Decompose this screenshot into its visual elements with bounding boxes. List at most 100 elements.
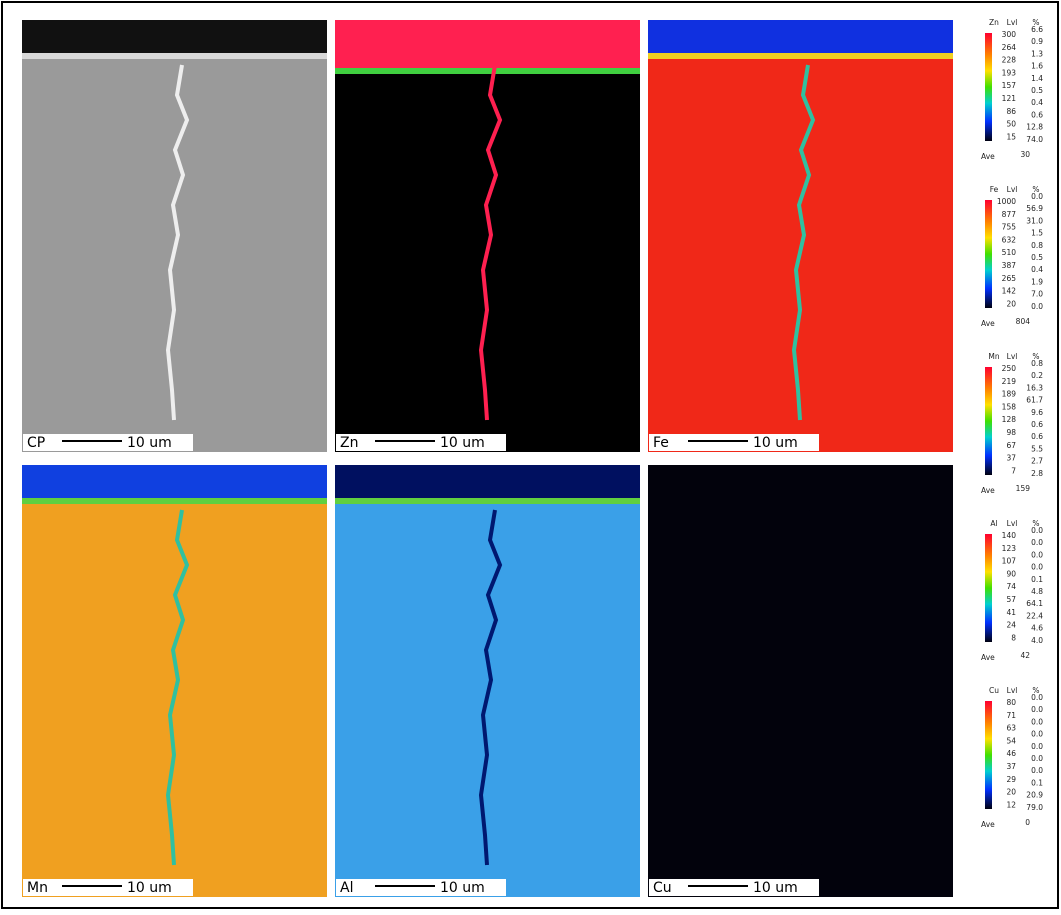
percent-value: 0.4 bbox=[1031, 265, 1043, 274]
percent-value: 0.0 bbox=[1031, 526, 1043, 535]
legend-lvl-header: Lvl bbox=[1007, 686, 1018, 695]
surface-layer bbox=[648, 20, 953, 55]
scale-label: 10 um bbox=[440, 880, 485, 896]
level-value: 128 bbox=[1002, 415, 1017, 424]
scale-label: 10 um bbox=[127, 435, 172, 451]
legend-element: Cu bbox=[989, 686, 999, 695]
legend-pct-header: % bbox=[1032, 185, 1039, 194]
level-value: 265 bbox=[1002, 274, 1017, 283]
legend-element: Mn bbox=[988, 352, 999, 361]
ave-label: Ave bbox=[981, 486, 995, 495]
surface-layer bbox=[648, 465, 953, 500]
ave-value: 0 bbox=[1025, 818, 1030, 827]
ave-value: 804 bbox=[1016, 317, 1031, 326]
crack bbox=[165, 64, 190, 421]
percent-value: 0.4 bbox=[1031, 98, 1043, 107]
level-value: 193 bbox=[1002, 68, 1017, 77]
percent-value: 2.8 bbox=[1031, 469, 1043, 478]
crack bbox=[791, 509, 816, 866]
map-image bbox=[335, 465, 640, 897]
percent-value: 0.8 bbox=[1031, 359, 1043, 368]
level-value: 121 bbox=[1002, 94, 1017, 103]
percent-value: 0.8 bbox=[1031, 241, 1043, 250]
crack bbox=[478, 509, 503, 866]
label-box bbox=[649, 434, 819, 451]
percent-value: 0.0 bbox=[1031, 302, 1043, 311]
ave-value: 30 bbox=[1020, 150, 1030, 159]
surface-layer bbox=[335, 20, 640, 70]
percent-value: 1.6 bbox=[1031, 62, 1043, 71]
level-value: 74 bbox=[1006, 582, 1016, 591]
percent-value: 79.0 bbox=[1026, 803, 1043, 812]
level-value: 50 bbox=[1006, 120, 1016, 129]
percent-value: 0.1 bbox=[1031, 575, 1043, 584]
level-value: 20 bbox=[1006, 788, 1016, 797]
percent-value: 1.9 bbox=[1031, 277, 1043, 286]
percent-value: 1.4 bbox=[1031, 74, 1043, 83]
percent-value: 0.6 bbox=[1031, 110, 1043, 119]
level-value: 158 bbox=[1002, 402, 1017, 411]
percent-value: 0.6 bbox=[1031, 432, 1043, 441]
color-scale bbox=[985, 200, 992, 308]
level-value: 1000 bbox=[997, 197, 1016, 206]
scale-label: 10 um bbox=[753, 880, 798, 896]
percent-value: 4.6 bbox=[1031, 624, 1043, 633]
crack bbox=[478, 64, 503, 421]
panel-label: Fe bbox=[653, 435, 669, 451]
level-value: 123 bbox=[1002, 544, 1017, 553]
legend-lvl-header: Lvl bbox=[1007, 352, 1018, 361]
level-value: 98 bbox=[1006, 428, 1016, 437]
interface-band bbox=[648, 498, 953, 504]
scale-label: 10 um bbox=[753, 435, 798, 451]
interface-band bbox=[22, 498, 327, 504]
level-value: 37 bbox=[1006, 762, 1016, 771]
percent-value: 0.1 bbox=[1031, 778, 1043, 787]
label-box bbox=[336, 434, 506, 451]
ave-value: 159 bbox=[1016, 484, 1031, 493]
level-value: 86 bbox=[1006, 107, 1016, 116]
legend-element: Al bbox=[990, 519, 997, 528]
level-value: 387 bbox=[1002, 261, 1017, 270]
level-value: 12 bbox=[1006, 800, 1016, 809]
percent-value: 0.0 bbox=[1031, 538, 1043, 547]
percent-value: 0.0 bbox=[1031, 742, 1043, 751]
map-image bbox=[648, 20, 953, 452]
level-value: 877 bbox=[1002, 210, 1017, 219]
level-value: 41 bbox=[1006, 608, 1016, 617]
level-value: 46 bbox=[1006, 749, 1016, 758]
level-value: 250 bbox=[1002, 364, 1017, 373]
level-value: 142 bbox=[1002, 287, 1017, 296]
crack bbox=[165, 509, 190, 866]
percent-value: 4.8 bbox=[1031, 587, 1043, 596]
legend-lvl-header: Lvl bbox=[1007, 185, 1018, 194]
percent-value: 0.9 bbox=[1031, 37, 1043, 46]
legend-pct-header: % bbox=[1032, 519, 1039, 528]
level-value: 71 bbox=[1006, 711, 1016, 720]
percent-value: 0.5 bbox=[1031, 253, 1043, 262]
level-value: 15 bbox=[1006, 132, 1016, 141]
percent-value: 0.0 bbox=[1031, 705, 1043, 714]
percent-value: 0.0 bbox=[1031, 550, 1043, 559]
panel-label: Mn bbox=[27, 880, 48, 896]
legend-pct-header: % bbox=[1032, 18, 1039, 27]
ave-label: Ave bbox=[981, 653, 995, 662]
percent-value: 12.8 bbox=[1026, 123, 1043, 132]
panel-label: CP bbox=[27, 435, 45, 451]
interface-band bbox=[335, 498, 640, 504]
level-value: 189 bbox=[1002, 390, 1017, 399]
map-image bbox=[22, 465, 327, 897]
percent-value: 6.6 bbox=[1031, 25, 1043, 34]
percent-value: 0.0 bbox=[1031, 192, 1043, 201]
level-value: 157 bbox=[1002, 81, 1017, 90]
percent-value: 1.3 bbox=[1031, 49, 1043, 58]
panel-label: Zn bbox=[340, 435, 358, 451]
percent-value: 22.4 bbox=[1026, 611, 1043, 620]
percent-value: 2.7 bbox=[1031, 457, 1043, 466]
percent-value: 0.6 bbox=[1031, 420, 1043, 429]
level-value: 24 bbox=[1006, 621, 1016, 630]
level-value: 300 bbox=[1002, 30, 1017, 39]
percent-value: 0.0 bbox=[1031, 563, 1043, 572]
percent-value: 56.9 bbox=[1026, 204, 1043, 213]
map-image bbox=[22, 20, 327, 452]
